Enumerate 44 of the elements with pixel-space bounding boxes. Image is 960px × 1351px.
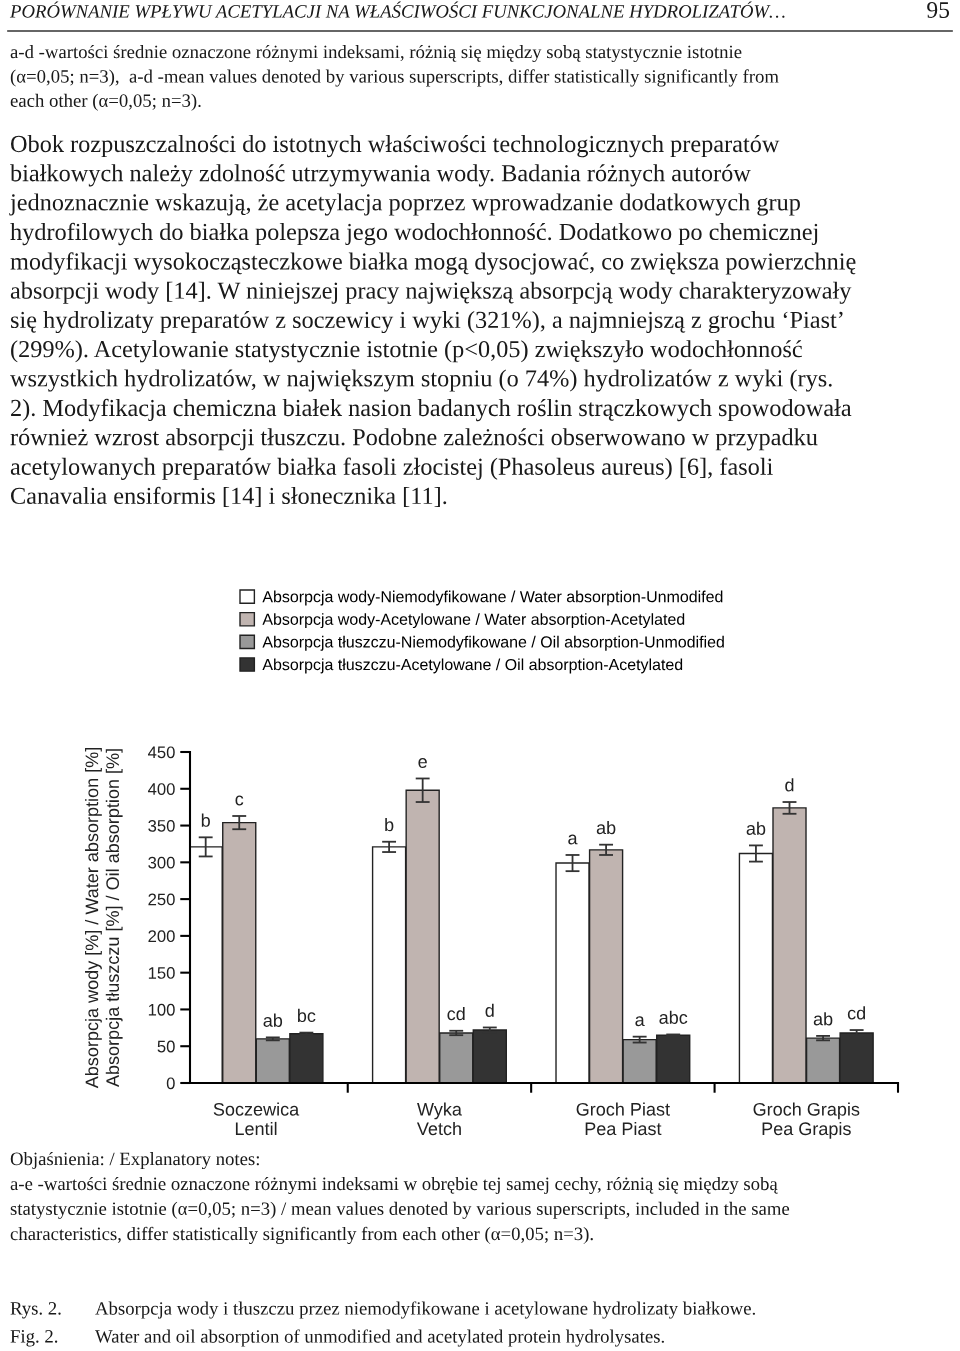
data-label: ab	[746, 821, 766, 835]
data-label: abc	[659, 1010, 688, 1024]
y-tick-label: 50	[157, 1040, 175, 1053]
caption: Fig. 2.	[10, 1330, 58, 1347]
data-label: d	[485, 1003, 494, 1017]
legend-label: Absorpcja tłuszczu-Acetylowane / Oil absorption-Acetylated	[262, 658, 683, 674]
y-tick-label: 350	[148, 819, 175, 832]
text: Rys. 2.	[10, 1302, 61, 1319]
text: 95	[927, 2, 950, 18]
y-tick-label: 150	[148, 967, 175, 979]
data-label: ab	[596, 820, 616, 835]
y-tick-label: 200	[148, 930, 175, 943]
y-tick-label: 0	[166, 1077, 175, 1090]
data-label: cd	[847, 1006, 866, 1020]
data-label: d	[785, 778, 794, 792]
data-label: cd	[447, 1007, 465, 1021]
y-tick-label: 250	[148, 893, 175, 906]
data-label: ab	[263, 1013, 283, 1027]
x-tick-label: Groch Piast Pea Piast	[576, 1102, 670, 1136]
legend-label: Absorpcja wody-Niemodyfikowane / Water absorption-Unmodifed	[262, 590, 723, 606]
data-label: b	[201, 813, 210, 827]
data-label: a	[635, 1016, 645, 1027]
x-tick-label: Soczewica Lentil	[213, 1102, 300, 1136]
text: Absorpcja wody i tłuszczu przez niemodyfikowane i acetylowane hydrolizaty białkowe.	[95, 1301, 755, 1319]
y-axis-title: Absorpcja wody [%] / Water absorption [%] Absorpcja tłuszczu [%] / Oil absorption [%]	[85, 748, 123, 1089]
data-label: bc	[298, 1008, 316, 1023]
data-label: a	[568, 834, 578, 845]
data-label: ab	[813, 1012, 833, 1026]
y-tick-label: 450	[147, 746, 175, 759]
legend-label: Absorpcja tłuszczu-Niemodyfikowane / Oil absorption-Unmodified	[262, 635, 724, 651]
data-label: e	[418, 758, 427, 768]
data-label: b	[385, 817, 394, 832]
text: PORÓWNANIE WPŁYWU ACETYLACJI NA WŁAŚCIWOŚCI FUNKCJONALNE HYDROLIZATÓW…	[9, 1, 785, 18]
y-tick-label: 100	[148, 1003, 175, 1016]
text: Water and oil absorption of unmodified and acetylated protein hydrolysates.	[95, 1329, 664, 1347]
x-tick-label: Wyka Vetch	[416, 1102, 462, 1136]
text: Obok rozpuszczalności do istotnych właściwości technologicznych preparatów białkowych należy zdolność utrzymywania wody. Badania różnych autorów jednoznacznie wskazują, że acetylacja poprzez wprowadzanie dodatkowych grup hydrofilowych do białka polepsza jego wodochłonność. Dodatkowo po chemicznej modyfikacji wysokocząsteczkowe białka mogą dysocjować, co zwiększa powierzchnię absorpcji wody [14]. W niniejszej pracy największą absorpcją wody charakteryzowały się hydrolizaty preparatów z soczewicy i wyki (321%), a najmniejszą z grochu ‘Piast’ (299%). Acetylowanie statystycznie istotnie (p<0,05) zwiększyło wodochłonność wszystkich hydrolizatów, w największym stopniu (o 74%) hydrolizatów z wyki (rys. 2). Modyfikacja chemiczna białek nasion badanych roślin strączkowych spowodowała również wzrost absorpcji tłuszczu. Podobne zależności obserwowano w przypadku acetylowanych preparatów białka fasoli złocistej (Phasoleus aureus) [6], fasoli Canavalia ensiformis [14] i słonecznika [11].	[9, 135, 856, 508]
text: Objaśnienia: / Explanatory notes: a-e -wartości średnie oznaczone różnymi indeksami w obrębie tej samej cechy, różnią się między sobą statystycznie istotnie (α=0,05; n=3) / mean values denoted by various superscripts, included in the same characteristics, differ statistically significantly from each other (α=0,05; n=3).	[10, 1152, 790, 1245]
data-label: c	[235, 795, 244, 806]
y-tick-label: 400	[147, 783, 175, 795]
x-tick-label: Groch Grapis Pea Grapis	[753, 1102, 860, 1139]
text: a-d -wartości średnie oznaczone różnymi indeksami, różnią się między sobą statystycznie istotnie (α=0,05; n=3), a-d -mean values denoted by various superscripts, differ statistically significantly from each other (α=0,05; n=3).	[10, 45, 779, 111]
y-tick-label: 300	[148, 856, 175, 869]
legend-label: Absorpcja wody-Acetylowane / Water absorption-Acetylated	[262, 613, 685, 629]
